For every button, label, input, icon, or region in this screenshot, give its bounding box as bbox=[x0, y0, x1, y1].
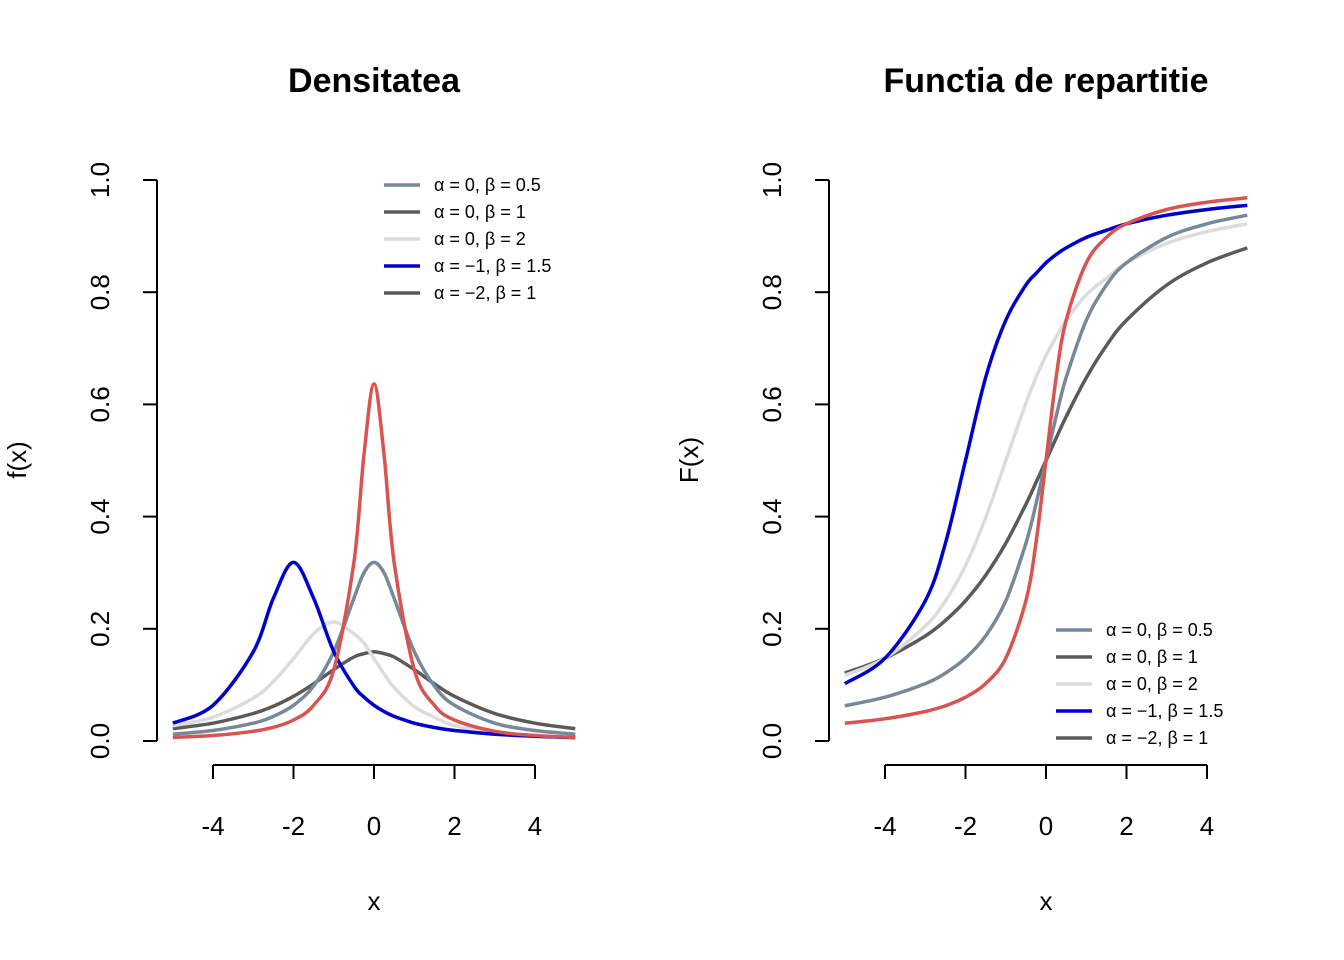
cdf-y-tick-label: 0.0 bbox=[757, 723, 787, 759]
cdf-x-axis-label: x bbox=[1040, 886, 1053, 916]
cdf-legend-label: α = 0, β = 2 bbox=[1106, 674, 1198, 694]
density-panel: Densitatea x f(x) -4 -2 0 2 4 0.0 0.2 0.4 0.6 0.8… bbox=[2, 62, 576, 916]
cdf-y-tick-label: 0.6 bbox=[757, 386, 787, 422]
density-series-line bbox=[172, 620, 576, 740]
cdf-legend-label: α = −1, β = 1.5 bbox=[1106, 701, 1223, 721]
density-x-tick-label: -2 bbox=[282, 811, 305, 841]
cdf-x-tick-label: -2 bbox=[954, 811, 977, 841]
density-y-tick-label: 1.0 bbox=[85, 162, 115, 198]
cdf-legend-label: α = 0, β = 0.5 bbox=[1106, 620, 1213, 640]
cdf-y-axis-label: F(x) bbox=[674, 437, 704, 483]
density-y-tick-label: 0.2 bbox=[85, 611, 115, 647]
density-lines bbox=[172, 382, 576, 740]
cdf-title: Functia de repartitie bbox=[884, 62, 1209, 100]
cdf-legend: α = 0, β = 0.5 α = 0, β = 1 α = 0, β = 2 α … bbox=[1056, 620, 1223, 748]
density-y-axis-label: f(x) bbox=[2, 441, 32, 479]
cdf-legend-label: α = 0, β = 1 bbox=[1106, 647, 1198, 667]
cdf-y-tick-label: 0.2 bbox=[757, 611, 787, 647]
density-x-tick-label: -4 bbox=[201, 811, 224, 841]
density-title: Densitatea bbox=[288, 62, 461, 100]
density-series-line bbox=[172, 560, 576, 736]
density-legend-label: α = −2, β = 1 bbox=[434, 283, 536, 303]
density-legend-label: α = −1, β = 1.5 bbox=[434, 256, 551, 276]
density-legend-label: α = 0, β = 2 bbox=[434, 229, 526, 249]
cdf-x-tick-label: -4 bbox=[873, 811, 896, 841]
cdf-axes: -4 -2 0 2 4 0.0 0.2 0.4 0.6 0.8 1.0 bbox=[757, 162, 1214, 841]
cdf-x-tick-label: 2 bbox=[1119, 811, 1133, 841]
cdf-series-line bbox=[844, 196, 1248, 725]
cdf-x-tick-label: 0 bbox=[1039, 811, 1053, 841]
cdf-panel: Functia de repartitie x F(x) -4 -2 0 2 4 0.0 0… bbox=[674, 62, 1248, 916]
cdf-legend-label: α = −2, β = 1 bbox=[1106, 728, 1208, 748]
density-series-line bbox=[172, 560, 576, 740]
density-y-tick-label: 0.6 bbox=[85, 386, 115, 422]
cdf-x-tick-label: 4 bbox=[1200, 811, 1214, 841]
cdf-y-tick-label: 1.0 bbox=[757, 162, 787, 198]
density-axes: -4 -2 0 2 4 0.0 0.2 0.4 0.6 0.8 1.0 bbox=[85, 162, 542, 841]
cdf-y-tick-label: 0.8 bbox=[757, 274, 787, 310]
cdf-series-line bbox=[844, 246, 1248, 675]
density-legend-label: α = 0, β = 1 bbox=[434, 202, 526, 222]
density-legend: α = 0, β = 0.5 α = 0, β = 1 α = 0, β = 2 α … bbox=[384, 175, 551, 303]
density-y-tick-label: 0.4 bbox=[85, 499, 115, 535]
density-legend-label: α = 0, β = 0.5 bbox=[434, 175, 541, 195]
density-y-tick-label: 0.8 bbox=[85, 274, 115, 310]
density-x-axis-label: x bbox=[368, 886, 381, 916]
density-x-tick-label: 2 bbox=[447, 811, 461, 841]
density-x-tick-label: 4 bbox=[528, 811, 542, 841]
density-y-tick-label: 0.0 bbox=[85, 723, 115, 759]
density-x-tick-label: 0 bbox=[367, 811, 381, 841]
cdf-lines bbox=[843, 196, 1248, 725]
cdf-series-line bbox=[844, 213, 1248, 708]
cdf-y-tick-label: 0.4 bbox=[757, 499, 787, 535]
density-series-line bbox=[172, 382, 576, 740]
